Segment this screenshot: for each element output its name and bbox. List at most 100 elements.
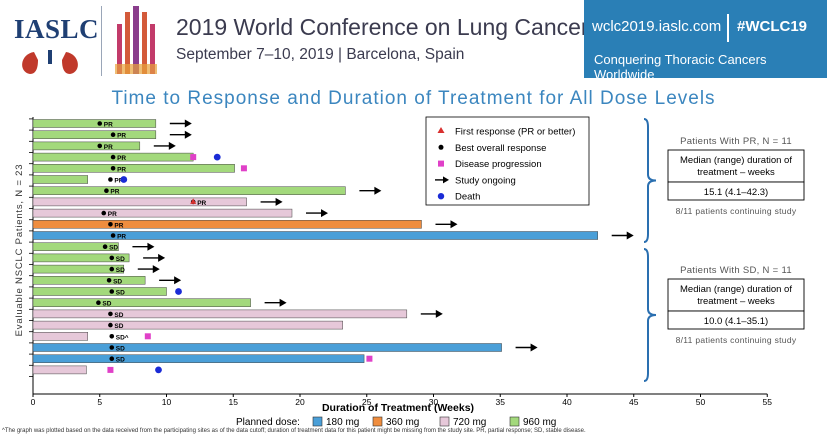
response-label: SD bbox=[116, 290, 125, 297]
ongoing-arrow bbox=[184, 130, 192, 139]
dose-legend-swatch bbox=[372, 416, 383, 427]
conference-dates: September 7–10, 2019 | Barcelona, Spain bbox=[176, 46, 465, 63]
response-label: PR bbox=[104, 144, 113, 151]
best-response-dot bbox=[96, 300, 101, 306]
first-response-triangle bbox=[190, 198, 197, 204]
sd-summary-value-box bbox=[667, 310, 805, 330]
sagrada-familia-emblem-icon bbox=[115, 6, 157, 74]
x-tick-label: 10 bbox=[162, 397, 172, 407]
ongoing-arrow bbox=[450, 220, 458, 229]
x-tick-label: 50 bbox=[696, 397, 706, 407]
progression-square bbox=[190, 154, 197, 161]
best-response-dot bbox=[109, 289, 115, 294]
marker-legend-label: Best overall response bbox=[455, 143, 546, 154]
sd-summary-title: Patients With SD, N = 11 bbox=[680, 265, 792, 276]
death-circle bbox=[120, 176, 128, 183]
ongoing-arrow bbox=[530, 343, 538, 352]
x-tick-label: 5 bbox=[97, 397, 102, 407]
treatment-bar bbox=[32, 253, 130, 263]
sd-summary-label-box bbox=[667, 278, 805, 312]
iaslc-logo: IASLC bbox=[14, 14, 100, 44]
sd-summary-box-label: Median (range) duration of treatment – we… bbox=[680, 284, 792, 307]
response-label: SD bbox=[116, 256, 125, 263]
dose-legend-swatch bbox=[439, 416, 450, 427]
ongoing-arrow bbox=[374, 186, 382, 195]
response-label: PR bbox=[114, 222, 123, 229]
treatment-bar bbox=[32, 365, 87, 375]
x-tick-label: 0 bbox=[31, 397, 36, 407]
treatment-bar bbox=[32, 175, 88, 184]
conference-url[interactable]: wclc2019.iaslc.com bbox=[592, 18, 722, 35]
treatment-bar bbox=[32, 298, 251, 307]
lungs-logo-icon bbox=[22, 50, 78, 74]
death-circle bbox=[213, 153, 221, 161]
x-tick-label: 20 bbox=[295, 397, 305, 407]
best-response-dot bbox=[104, 188, 109, 193]
progression-square bbox=[240, 165, 247, 172]
treatment-bar bbox=[32, 276, 146, 285]
progression-square bbox=[366, 355, 373, 362]
ongoing-arrow bbox=[279, 298, 287, 307]
treatment-bar bbox=[32, 220, 422, 229]
progression-square bbox=[107, 366, 114, 373]
response-label: PR bbox=[117, 234, 126, 241]
treatment-bar bbox=[32, 197, 247, 207]
sd-bracket bbox=[643, 248, 657, 382]
ongoing-arrow bbox=[184, 119, 192, 128]
response-label: SD bbox=[116, 267, 125, 274]
legend-square-icon bbox=[438, 160, 444, 167]
treatment-bar bbox=[32, 119, 157, 128]
x-axis-title: Duration of Treatment (Weeks) bbox=[322, 402, 474, 414]
response-label: SD bbox=[116, 346, 125, 353]
legend-arrow-icon bbox=[443, 176, 449, 184]
sd-summary-value: 10.0 (4.1–35.1) bbox=[704, 316, 768, 327]
best-response-dot bbox=[110, 233, 116, 238]
best-response-dot bbox=[97, 121, 103, 126]
response-label: SD bbox=[113, 278, 122, 285]
pr-summary-value: 15.1 (4.1–42.3) bbox=[704, 187, 768, 198]
response-label: SD bbox=[102, 301, 111, 308]
banner-separator bbox=[727, 14, 729, 42]
treatment-bar bbox=[32, 130, 157, 139]
y-axis-title: Evaluable NSCLC Patients, N = 23 bbox=[14, 164, 25, 337]
death-circle bbox=[175, 288, 182, 295]
marker-legend-box bbox=[425, 116, 590, 206]
pr-summary-note: 8/11 patients continuing study bbox=[676, 206, 797, 216]
x-tick-label: 45 bbox=[629, 397, 639, 407]
marker-legend-label: First response (PR or better) bbox=[455, 127, 575, 138]
treatment-bar bbox=[32, 343, 502, 352]
conference-title: 2019 World Conference on Lung Cancer bbox=[176, 14, 589, 40]
x-tick-label: 40 bbox=[562, 397, 572, 407]
conference-hashtag: #WCLC19 bbox=[737, 18, 808, 35]
best-response-dot bbox=[109, 345, 115, 350]
dose-legend-swatch bbox=[312, 416, 323, 427]
dose-legend-label: 180 mg bbox=[326, 417, 359, 428]
treatment-bar bbox=[32, 186, 346, 195]
pr-summary-title: Patients With PR, N = 11 bbox=[680, 136, 792, 147]
pr-summary-value-box bbox=[667, 181, 805, 201]
response-label: PR bbox=[197, 200, 206, 207]
x-tick-label: 25 bbox=[362, 397, 372, 407]
treatment-bar bbox=[32, 332, 88, 341]
best-response-dot bbox=[108, 222, 113, 227]
best-response-dot bbox=[108, 177, 113, 182]
best-response-dot bbox=[110, 154, 116, 160]
treatment-bar bbox=[32, 164, 235, 173]
best-response-dot bbox=[97, 143, 103, 149]
response-label: PR bbox=[117, 155, 126, 162]
pr-summary-box-label: Median (range) duration of treatment – we… bbox=[680, 155, 792, 178]
best-response-dot bbox=[110, 166, 116, 171]
legend-dot-icon bbox=[438, 144, 444, 150]
response-label: SD bbox=[116, 357, 125, 364]
best-response-dot bbox=[110, 132, 116, 137]
marker-legend-label: Death bbox=[455, 192, 480, 203]
response-label: PR bbox=[110, 189, 119, 196]
progression-square bbox=[144, 333, 151, 340]
ongoing-arrow bbox=[320, 209, 328, 218]
treatment-bar bbox=[32, 264, 125, 274]
best-response-dot bbox=[109, 255, 115, 261]
best-response-dot bbox=[108, 311, 113, 317]
pr-bracket bbox=[643, 118, 657, 243]
ongoing-arrow bbox=[147, 242, 155, 251]
